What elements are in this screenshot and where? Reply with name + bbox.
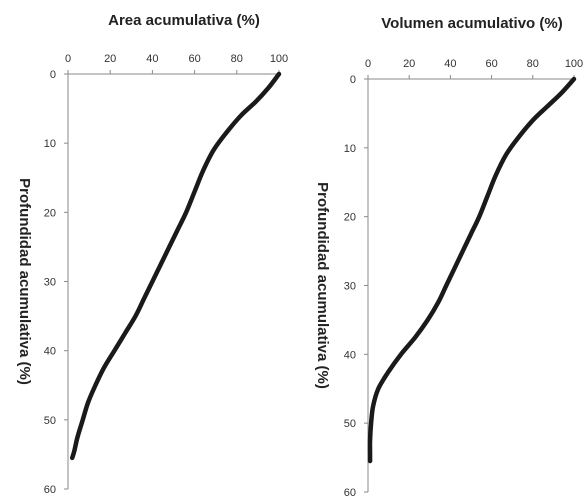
x-tick-label: 0 [65,53,71,65]
x-tick-label: 60 [485,58,497,70]
y-axis-label: Profundidad acumulativa (%) [16,178,33,385]
y-tick-label: 0 [50,69,56,81]
y-tick-label: 0 [350,74,356,86]
x-tick-label: 40 [444,58,456,70]
x-tick-label: 60 [188,53,200,65]
y-tick-label: 50 [44,415,56,427]
y-tick-label: 30 [44,277,56,289]
chart-title: Area acumulativa (%) [108,12,260,29]
y-tick-label: 40 [344,349,356,361]
series-line-1 [367,76,577,464]
y-tick-label: 60 [344,487,356,497]
x-tick-label: 100 [565,58,583,70]
chart-title: Volumen acumulativo (%) [381,15,562,32]
y-tick-label: 20 [44,207,56,219]
x-tick-label: 20 [403,58,415,70]
y-tick-label: 20 [344,212,356,224]
x-tick-label: 80 [527,58,539,70]
y-tick-label: 50 [344,418,356,430]
x-tick-label: 0 [365,58,371,70]
y-tick-label: 60 [44,484,56,496]
chart-panel-1: Area acumulativa (%) Profundidad acumulat… [16,12,288,496]
series-line-1 [69,71,282,461]
chart-panel-2: Volumen acumulativo (%) Profundidad acumu… [314,15,583,497]
y-tick-label: 10 [44,138,56,150]
y-tick-label: 10 [344,143,356,155]
x-tick-label: 80 [231,53,243,65]
x-tick-label: 40 [146,53,158,65]
x-tick-label: 20 [104,53,116,65]
y-tick-label: 40 [44,346,56,358]
y-tick-label: 30 [344,281,356,293]
y-axis-label: Profundidad acumulativa (%) [314,182,331,389]
x-tick-label: 100 [270,53,288,65]
